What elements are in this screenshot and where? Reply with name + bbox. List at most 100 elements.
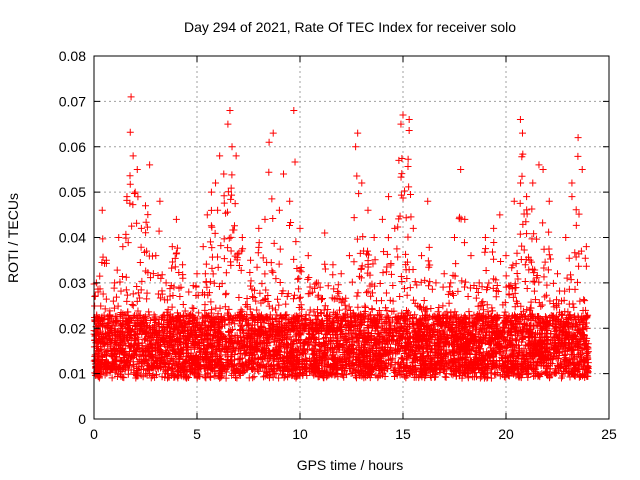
data-point [270,239,278,247]
data-point [381,373,389,381]
data-point [181,339,189,347]
data-point [182,312,190,320]
data-point [171,254,179,262]
data-point [504,330,512,338]
data-point [324,282,332,290]
data-point [550,316,558,324]
data-point [265,302,273,310]
data-point [425,282,433,290]
data-point [250,293,258,301]
data-point [123,297,131,305]
data-point [579,335,587,343]
data-point [98,313,106,321]
data-point [117,311,125,319]
data-point [252,297,260,305]
data-point [296,324,304,332]
data-point [317,321,325,329]
data-point [377,328,385,336]
data-point [115,364,123,372]
data-point [141,248,149,256]
data-point [383,333,391,341]
data-point [526,321,534,329]
data-point [551,346,559,354]
data-point [387,356,395,364]
data-point [164,306,172,314]
data-point [142,267,150,275]
data-point [482,245,490,253]
data-point [512,297,520,305]
data-point [158,287,166,295]
data-point [96,272,104,280]
data-point [494,314,502,322]
data-point [391,373,399,381]
data-point [334,287,342,295]
data-point [108,374,116,382]
data-point [278,354,286,362]
data-point [216,304,224,312]
data-point [233,254,241,262]
data-point [376,279,384,287]
data-point [406,333,414,341]
data-point [139,328,147,336]
data-point [319,317,327,325]
data-point [389,297,397,305]
data-point [563,274,571,282]
data-point [542,291,550,299]
data-point [490,275,498,283]
data-point [127,366,135,374]
data-point [174,342,182,350]
data-point [500,373,508,381]
data-point [141,356,149,364]
data-point [146,274,154,282]
data-point [472,294,480,302]
data-point [411,299,419,307]
data-point [208,306,216,314]
data-point [110,304,118,312]
data-point [508,264,516,272]
data-point [542,314,550,322]
data-point [534,371,542,379]
data-point [306,283,314,291]
data-point [543,281,551,289]
data-point [95,320,103,328]
data-point [386,318,394,326]
data-point [555,300,563,308]
data-point [237,266,245,274]
data-point [221,303,229,311]
data-point [573,326,581,334]
data-point [166,292,174,300]
data-point [145,355,153,363]
data-point [156,294,164,302]
data-point [116,278,124,286]
data-point [325,313,333,321]
data-point [268,267,276,275]
data-point [518,242,526,250]
data-point [435,319,443,327]
data-point [202,317,210,325]
data-point [525,266,533,274]
data-point [142,229,150,237]
data-point [368,305,376,313]
data-point [531,278,539,286]
data-point [346,365,354,373]
data-point [345,346,353,354]
data-point [389,281,397,289]
data-point [408,341,416,349]
data-point [243,311,251,319]
data-point [426,338,434,346]
data-point [197,325,205,333]
data-point [405,266,413,274]
data-point [441,310,449,318]
data-point [368,280,376,288]
data-point [235,370,243,378]
data-point [265,168,273,176]
data-point [523,210,531,218]
data-point [128,222,136,230]
data-point [430,321,438,329]
data-point [546,297,554,305]
data-point [91,302,99,310]
data-point [229,325,237,333]
data-point [237,333,245,341]
data-point [448,332,456,340]
data-point [166,357,174,365]
